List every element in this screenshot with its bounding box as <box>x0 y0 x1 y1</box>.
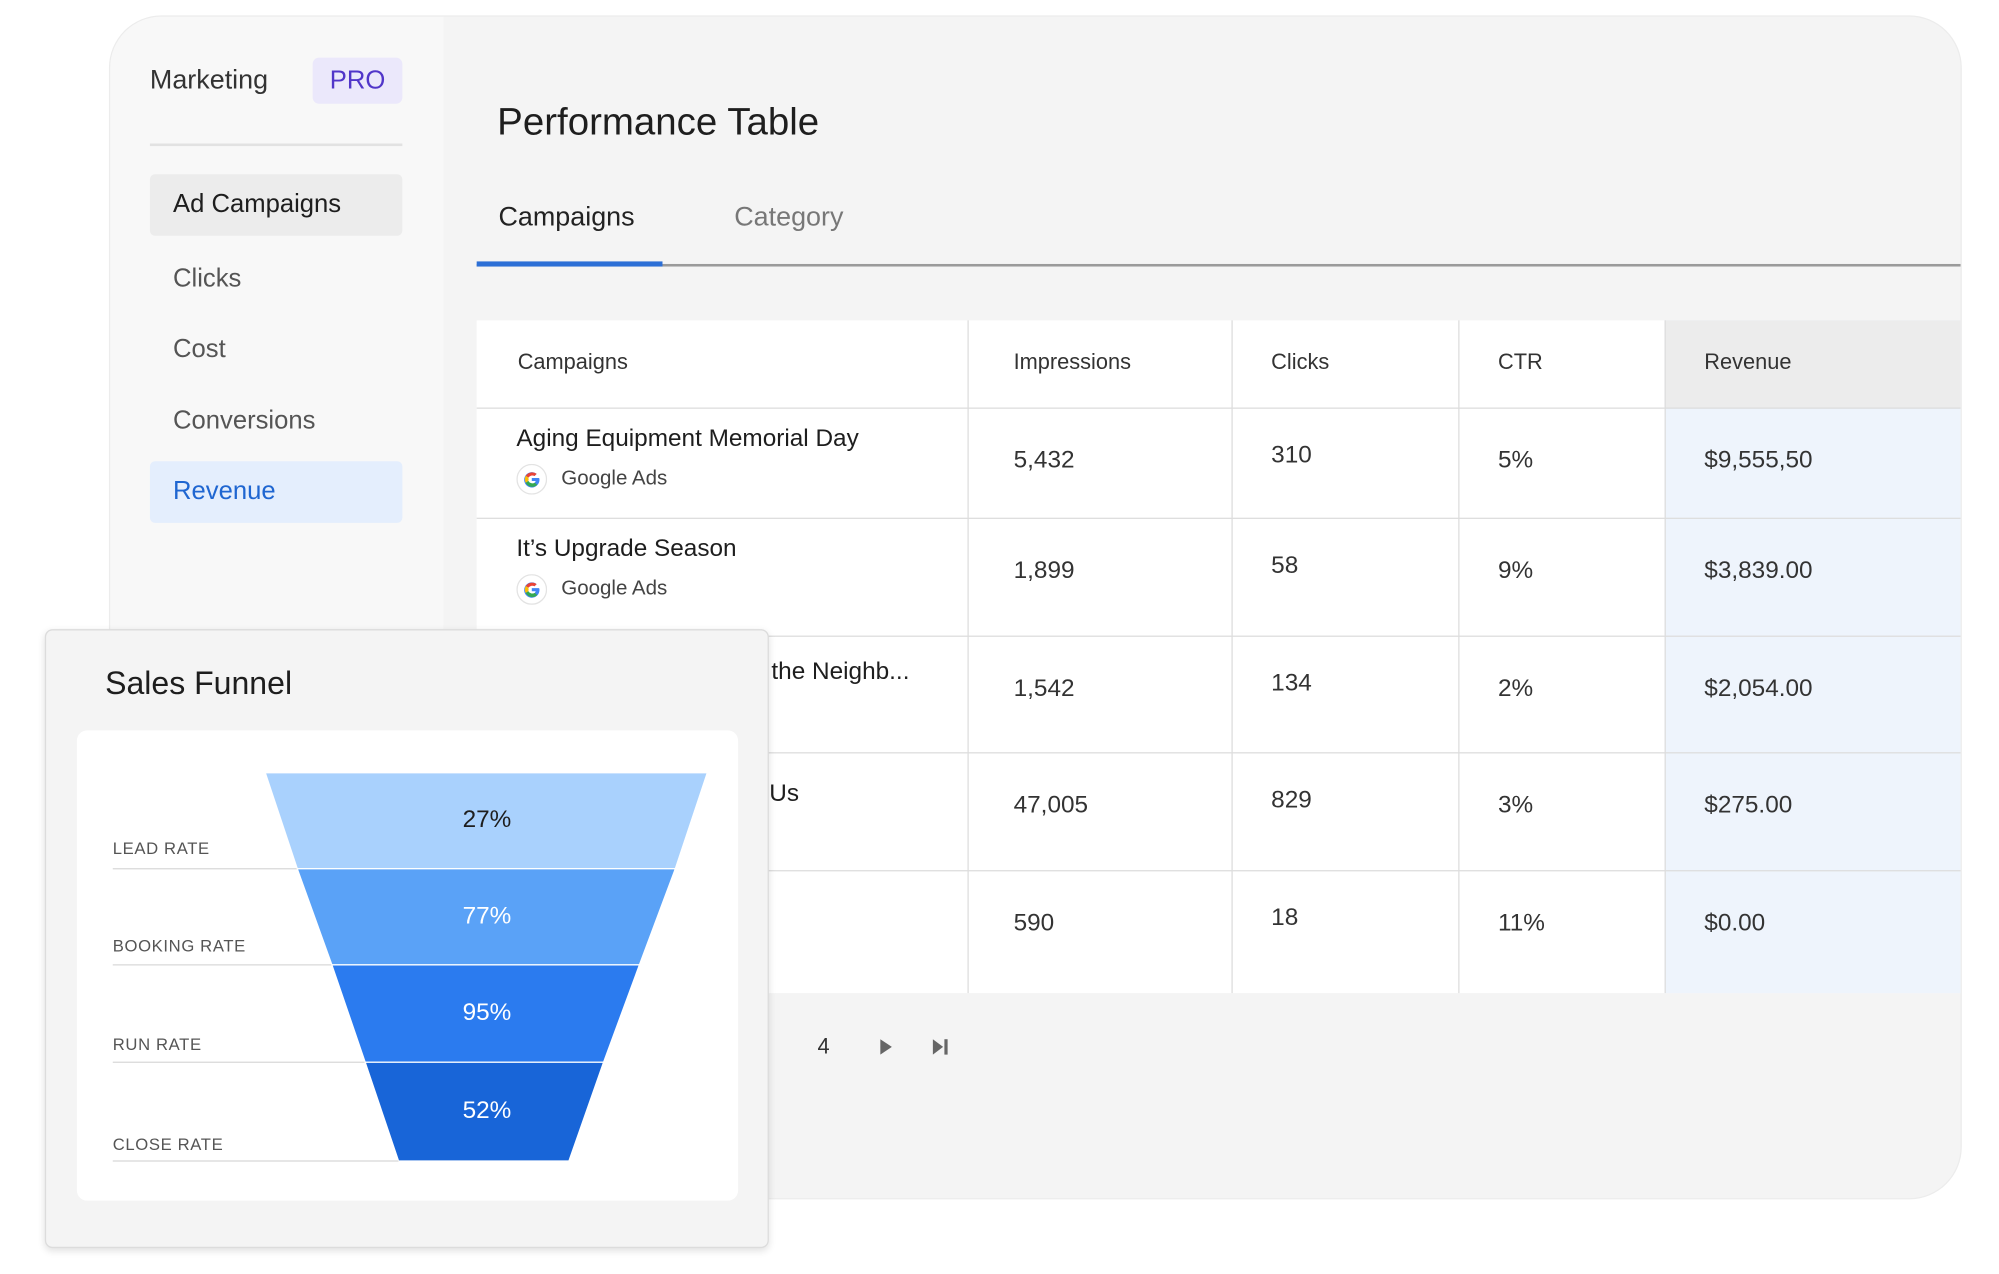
page-next[interactable] <box>876 1038 894 1056</box>
page-last[interactable] <box>930 1038 951 1056</box>
nav-selected-bg <box>149 461 403 523</box>
google-icon <box>516 463 548 495</box>
column-line <box>967 320 969 994</box>
source-icon <box>516 463 548 495</box>
cell-revenue: $9,555,50 <box>1704 447 1813 475</box>
cell-clicks: 829 <box>1271 786 1312 814</box>
revenue-column <box>1664 320 1961 994</box>
tab[interactable]: Campaigns <box>498 202 635 232</box>
campaign-name: the Neighb... <box>771 658 910 686</box>
stage-label: CLOSE RATE <box>113 1135 224 1154</box>
cell-ctr: 5% <box>1497 447 1534 475</box>
tab[interactable]: Category <box>734 202 844 232</box>
cell-ctr: 11% <box>1497 909 1545 937</box>
last-icon[interactable] <box>930 1038 951 1056</box>
cell-revenue: $2,054.00 <box>1704 675 1813 703</box>
google-icon <box>516 574 548 605</box>
stage-label: LEAD RATE <box>113 839 210 858</box>
divider <box>149 143 403 147</box>
stage-label: RUN RATE <box>113 1035 202 1054</box>
column-header: Impressions <box>1013 349 1132 375</box>
stage-value: 95% <box>463 999 512 1026</box>
column-line <box>1231 320 1233 994</box>
cell-ctr: 3% <box>1497 791 1534 819</box>
column-header: Campaigns <box>517 349 628 375</box>
cell-impressions: 5,432 <box>1013 447 1075 475</box>
funnel-card: Sales Funnel LEAD RATE 27% BOOKING RATE 77%… <box>44 629 769 1249</box>
column-header: CTR <box>1497 349 1543 375</box>
campaign-name: Aging Equipment Memorial Day <box>516 425 859 453</box>
source-icon <box>516 574 548 605</box>
cell-ctr: 9% <box>1497 557 1534 585</box>
funnel-chart: LEAD RATE 27% BOOKING RATE 77% RUN RATE 95% CL… <box>113 772 709 1162</box>
column-line <box>1664 320 1666 994</box>
funnel-stage <box>364 1061 605 1162</box>
badge: PRO <box>312 57 403 104</box>
row-line <box>476 407 1961 409</box>
cell-clicks: 310 <box>1271 442 1312 469</box>
brand: Marketing <box>149 65 269 95</box>
page-number[interactable]: 4 <box>817 1034 830 1059</box>
cell-clicks: 58 <box>1271 552 1299 580</box>
cell-clicks: 18 <box>1271 904 1299 932</box>
page-title: Performance Table <box>497 101 820 144</box>
nav-item[interactable]: Revenue <box>172 477 276 506</box>
tab-indicator <box>476 261 663 267</box>
cell-impressions: 47,005 <box>1013 791 1089 819</box>
cell-revenue: $3,839.00 <box>1704 557 1813 585</box>
row-line <box>476 752 1961 754</box>
column-header: Revenue <box>1704 349 1792 375</box>
nav-item[interactable]: Conversions <box>172 406 316 436</box>
column-line <box>1458 320 1460 994</box>
stage-label: BOOKING RATE <box>113 936 246 955</box>
source-name: Google Ads <box>561 577 668 600</box>
row-line <box>476 517 1961 519</box>
campaign-name: It’s Upgrade Season <box>516 535 737 563</box>
tab-rule <box>476 263 1961 267</box>
stage-value: 77% <box>463 902 512 929</box>
cell-revenue: $275.00 <box>1704 791 1793 819</box>
cell-ctr: 2% <box>1497 675 1534 703</box>
column-header: Clicks <box>1271 349 1330 375</box>
funnel-title: Sales Funnel <box>105 665 293 702</box>
cell-impressions: 1,542 <box>1013 675 1075 703</box>
nav-item[interactable]: Cost <box>172 335 226 364</box>
cell-clicks: 134 <box>1271 670 1312 698</box>
cell-impressions: 590 <box>1013 909 1055 937</box>
revenue-header-bg <box>1664 320 1961 408</box>
nav-item[interactable]: Ad Campaigns <box>172 190 342 219</box>
next-icon[interactable] <box>876 1038 894 1056</box>
nav-item[interactable]: Clicks <box>172 264 242 293</box>
row-line <box>476 635 1961 637</box>
stage-value: 52% <box>463 1097 512 1124</box>
source-name: Google Ads <box>561 467 668 490</box>
stage-value: 27% <box>463 806 512 833</box>
cell-revenue: $0.00 <box>1704 909 1766 937</box>
row-line <box>476 870 1961 872</box>
nav-active-bg <box>149 174 403 236</box>
cell-impressions: 1,899 <box>1013 557 1075 585</box>
